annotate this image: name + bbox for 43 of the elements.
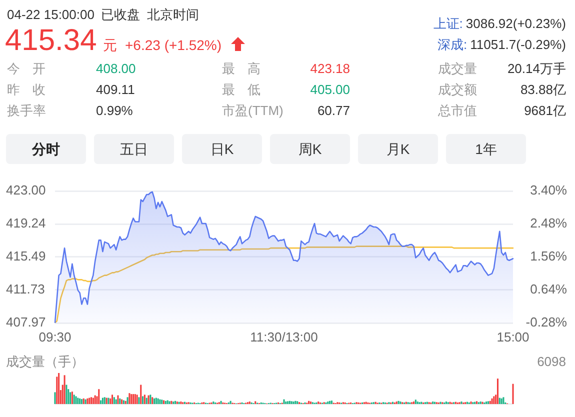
chart-title: 成交量（手） bbox=[6, 354, 84, 370]
text: 415.34 bbox=[5, 23, 97, 59]
y2-tick-label: -0.28% bbox=[526, 314, 568, 330]
y-tick-label: 411.73 bbox=[6, 282, 45, 297]
y2-tick-label: 2.48% bbox=[530, 216, 568, 231]
text: 上证: bbox=[433, 16, 463, 32]
text: 市盈(TTM) bbox=[222, 103, 284, 119]
text: 昨 收 bbox=[7, 82, 46, 98]
text: 元 bbox=[103, 36, 117, 54]
text: 北京时间 bbox=[147, 7, 199, 23]
x-tick-label: 09:30 bbox=[38, 329, 72, 344]
y-tick-label: 419.24 bbox=[6, 216, 46, 231]
text: 深成: bbox=[438, 37, 468, 53]
text: 总市值 bbox=[438, 103, 477, 119]
y2-tick-label: 0.64% bbox=[530, 282, 568, 297]
text: 9681亿 bbox=[524, 103, 566, 119]
text: 成交额 bbox=[438, 82, 477, 98]
text: 408.00 bbox=[96, 61, 136, 77]
y2-tick-label: 3.40% bbox=[530, 182, 568, 198]
text: 最 高 bbox=[222, 61, 261, 77]
text: 83.88亿 bbox=[520, 82, 566, 98]
text: +6.23 (+1.52%) bbox=[125, 36, 222, 54]
y-tick-label: 407.97 bbox=[6, 314, 46, 330]
text: 409.11 bbox=[96, 82, 135, 98]
text: 成交量 bbox=[438, 61, 477, 77]
text: 6098 bbox=[537, 354, 566, 370]
text: 0.99% bbox=[96, 103, 133, 119]
text: 423.18 bbox=[310, 61, 350, 77]
text: 11051.7(-0.29%) bbox=[470, 37, 566, 53]
text: 今 开 bbox=[7, 61, 46, 77]
text: 最 低 bbox=[222, 82, 261, 98]
text: 60.77 bbox=[317, 103, 350, 119]
x-tick-label: 15:00 bbox=[496, 329, 530, 344]
text: 3086.92(+0.23%) bbox=[466, 16, 566, 32]
text: 换手率 bbox=[7, 103, 46, 119]
y-tick-label: 423.00 bbox=[6, 182, 46, 198]
text: 20.14万手 bbox=[507, 61, 566, 77]
text: 04-22 15:00:00 bbox=[7, 7, 94, 23]
x-tick-label: 11:30/13:00 bbox=[250, 329, 318, 344]
text: 已收盘 bbox=[101, 7, 140, 23]
y2-tick-label: 1.56% bbox=[530, 248, 568, 264]
text: 405.00 bbox=[310, 82, 350, 98]
y-tick-label: 415.49 bbox=[6, 248, 46, 264]
